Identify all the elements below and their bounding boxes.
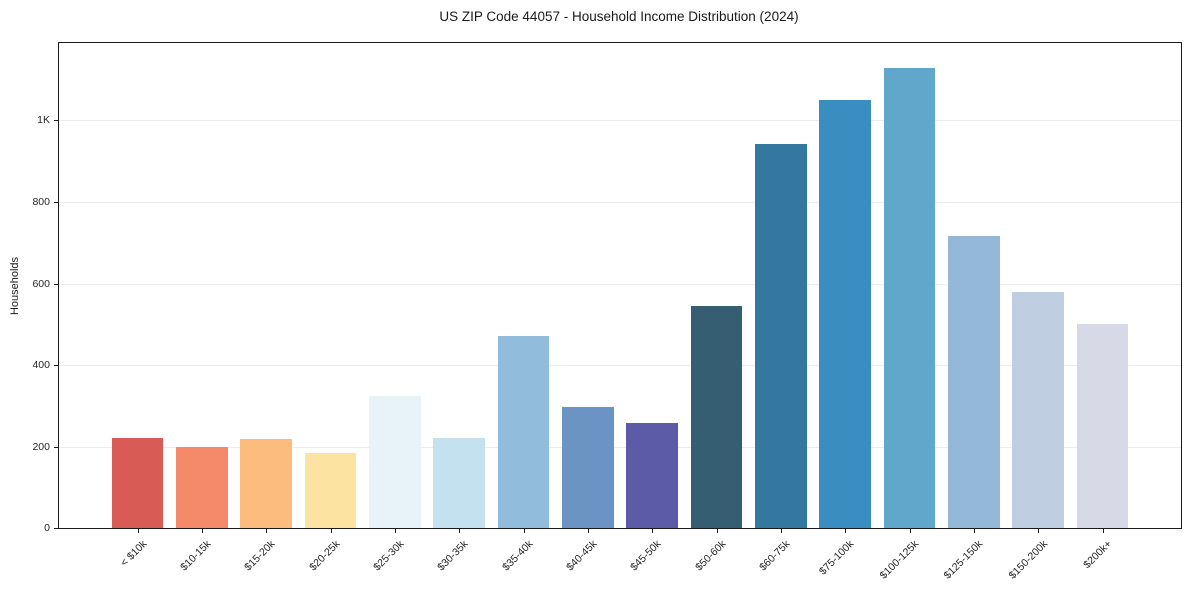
x-tick-mark bbox=[1102, 528, 1104, 533]
x-tick-mark bbox=[587, 528, 589, 533]
gridline bbox=[59, 201, 1181, 203]
x-tick-mark bbox=[652, 528, 654, 533]
bar-10k bbox=[111, 438, 164, 528]
x-tick-mark bbox=[780, 528, 782, 533]
x-tick-label: $200k+ bbox=[1080, 538, 1114, 572]
x-tick-label: $15-20k bbox=[242, 538, 278, 574]
x-tick-label: $45-50k bbox=[628, 538, 664, 574]
bar-10-15k bbox=[176, 447, 228, 528]
x-tick-label: < $10k bbox=[117, 538, 149, 569]
y-tick-mark bbox=[54, 201, 59, 203]
x-tick-label: $25-30k bbox=[370, 538, 407, 574]
bar-200k bbox=[1076, 324, 1129, 528]
x-tick-mark bbox=[1038, 528, 1040, 533]
bar-25-30k bbox=[369, 395, 421, 528]
x-tick-mark bbox=[973, 528, 975, 533]
x-tick-label: $35-40k bbox=[499, 538, 535, 574]
x-tick-mark bbox=[459, 528, 461, 533]
gridline bbox=[59, 365, 1181, 366]
bar-45-50k bbox=[626, 422, 678, 528]
x-tick-label: $150-200k bbox=[1006, 538, 1050, 582]
x-tick-label: $75-100k bbox=[817, 538, 857, 578]
y-tick-mark bbox=[54, 365, 59, 366]
gridline bbox=[59, 120, 1181, 122]
x-tick-mark bbox=[137, 528, 139, 533]
x-tick-label: $30-35k bbox=[435, 538, 471, 574]
y-tick-mark bbox=[54, 446, 59, 448]
y-axis-title: Households bbox=[9, 256, 21, 315]
bar-100-125k bbox=[883, 67, 936, 528]
bar-50-60k bbox=[690, 305, 743, 528]
x-tick-mark bbox=[716, 528, 718, 533]
bar-60-75k bbox=[755, 144, 807, 528]
x-tick-mark bbox=[845, 528, 847, 533]
x-tick-mark bbox=[330, 528, 332, 533]
x-tick-label: $50-60k bbox=[692, 538, 728, 574]
x-tick-label: $40-45k bbox=[563, 538, 600, 574]
bar-40-45k bbox=[562, 407, 614, 528]
x-tick-label: $20-25k bbox=[306, 538, 342, 574]
y-tick-mark bbox=[54, 120, 59, 122]
bar-20-25k bbox=[304, 452, 357, 528]
y-tick-label: 800 bbox=[32, 195, 50, 208]
bar-75-100k bbox=[819, 100, 871, 528]
y-tick-label: 400 bbox=[32, 359, 50, 371]
x-tick-label: $100-125k bbox=[877, 538, 921, 582]
bar-15-20k bbox=[240, 439, 292, 528]
x-tick-label: $60-75k bbox=[756, 538, 793, 574]
x-tick-mark bbox=[201, 528, 203, 533]
x-tick-mark bbox=[394, 528, 396, 533]
bar-150-200k bbox=[1012, 292, 1064, 528]
x-tick-mark bbox=[523, 528, 525, 533]
gridline bbox=[59, 446, 1181, 448]
chart-title: US ZIP Code 44057 - Household Income Dis… bbox=[439, 9, 799, 24]
y-tick-label: 200 bbox=[32, 440, 50, 453]
x-tick-mark bbox=[909, 528, 911, 533]
x-tick-label: $125-150k bbox=[941, 538, 986, 582]
y-tick-mark bbox=[54, 283, 59, 285]
y-tick-label: 1K bbox=[37, 114, 50, 127]
y-tick-label: 600 bbox=[32, 277, 50, 290]
y-tick-mark bbox=[54, 528, 59, 529]
bar-35-40k bbox=[497, 336, 550, 528]
gridline bbox=[59, 283, 1181, 285]
x-tick-mark bbox=[266, 528, 268, 533]
y-tick-label: 0 bbox=[44, 522, 50, 534]
plot-area: Households 0 200 400 600 800 1K < $10k $10-15k $… bbox=[9, 42, 1182, 582]
bar-30-35k bbox=[433, 438, 485, 528]
x-tick-label: $10-15k bbox=[177, 538, 214, 574]
bar-125-150k bbox=[948, 236, 1000, 528]
